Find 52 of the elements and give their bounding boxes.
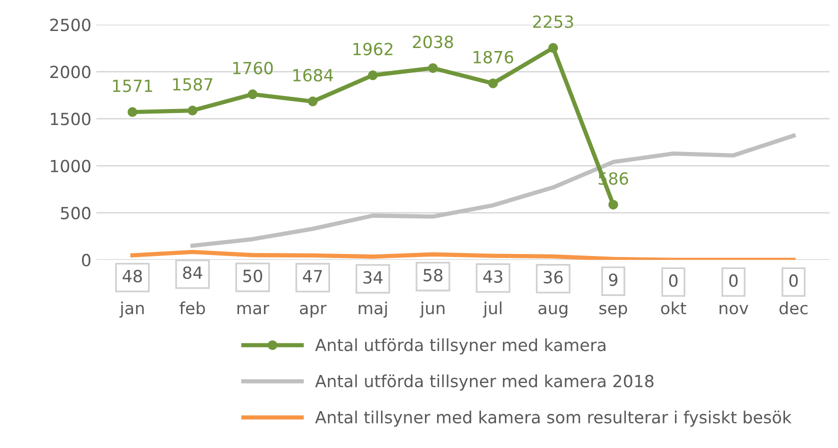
data-label: 48 xyxy=(122,270,142,282)
legend-label: Antal utförda tillsyner med kamera xyxy=(315,338,606,354)
data-label: 1571 xyxy=(113,80,152,92)
y-tick-label: 1000 xyxy=(50,160,90,172)
data-label: 50 xyxy=(243,270,262,282)
data-label: 36 xyxy=(544,270,563,284)
point xyxy=(188,106,198,116)
data-label: 0 xyxy=(729,274,738,287)
data-label: 1876 xyxy=(474,50,514,64)
y-tick-label: 1500 xyxy=(50,112,90,126)
y-tick-label: 2500 xyxy=(50,18,90,32)
point xyxy=(488,78,498,88)
y-tick-label: 500 xyxy=(60,206,90,220)
x-tick-label: dec xyxy=(779,302,808,314)
legend-label: Antal tillsyner med kamera som resulterar i fysiskt besök xyxy=(315,410,792,427)
line-series xyxy=(130,250,796,260)
data-label: 84 xyxy=(183,266,202,279)
data-label: 1962 xyxy=(353,42,392,56)
data-label: 9 xyxy=(609,273,618,286)
point xyxy=(128,107,138,117)
x-tick-label: feb xyxy=(180,302,205,314)
point xyxy=(248,89,258,100)
data-label: 47 xyxy=(302,270,322,282)
data-label: 58 xyxy=(424,268,442,282)
x-tick-label: okt xyxy=(661,302,686,314)
point xyxy=(428,63,438,73)
data-label: 0 xyxy=(789,274,798,287)
data-label: 1760 xyxy=(233,62,273,74)
x-tick-label: jun xyxy=(420,302,444,318)
data-label: 34 xyxy=(364,271,383,284)
y-tick-label: 2000 xyxy=(50,66,90,78)
point xyxy=(548,43,558,53)
x-tick-label: aug xyxy=(538,304,568,318)
x-tick-label: nov xyxy=(720,304,748,314)
point xyxy=(608,200,618,210)
x-tick-label: maj xyxy=(358,302,387,318)
x-tick-label: jan xyxy=(119,302,144,318)
x-tick-label: mar xyxy=(238,304,270,314)
x-tick-label: jul xyxy=(482,302,502,318)
line-series xyxy=(190,134,796,248)
data-label: 1684 xyxy=(293,68,334,82)
data-label: 43 xyxy=(483,270,502,283)
data-label: 2253 xyxy=(533,15,574,28)
point xyxy=(308,96,318,106)
x-tick-label: sep xyxy=(599,304,628,318)
data-label: 1587 xyxy=(173,78,212,91)
legend-label: Antal utförda tillsyner med kamera 2018 xyxy=(315,374,654,391)
point xyxy=(368,70,378,80)
y-tick-label: 0 xyxy=(82,254,90,266)
data-label: 0 xyxy=(669,274,678,287)
x-tick-label: apr xyxy=(300,304,327,318)
data-label: 2038 xyxy=(412,36,454,48)
